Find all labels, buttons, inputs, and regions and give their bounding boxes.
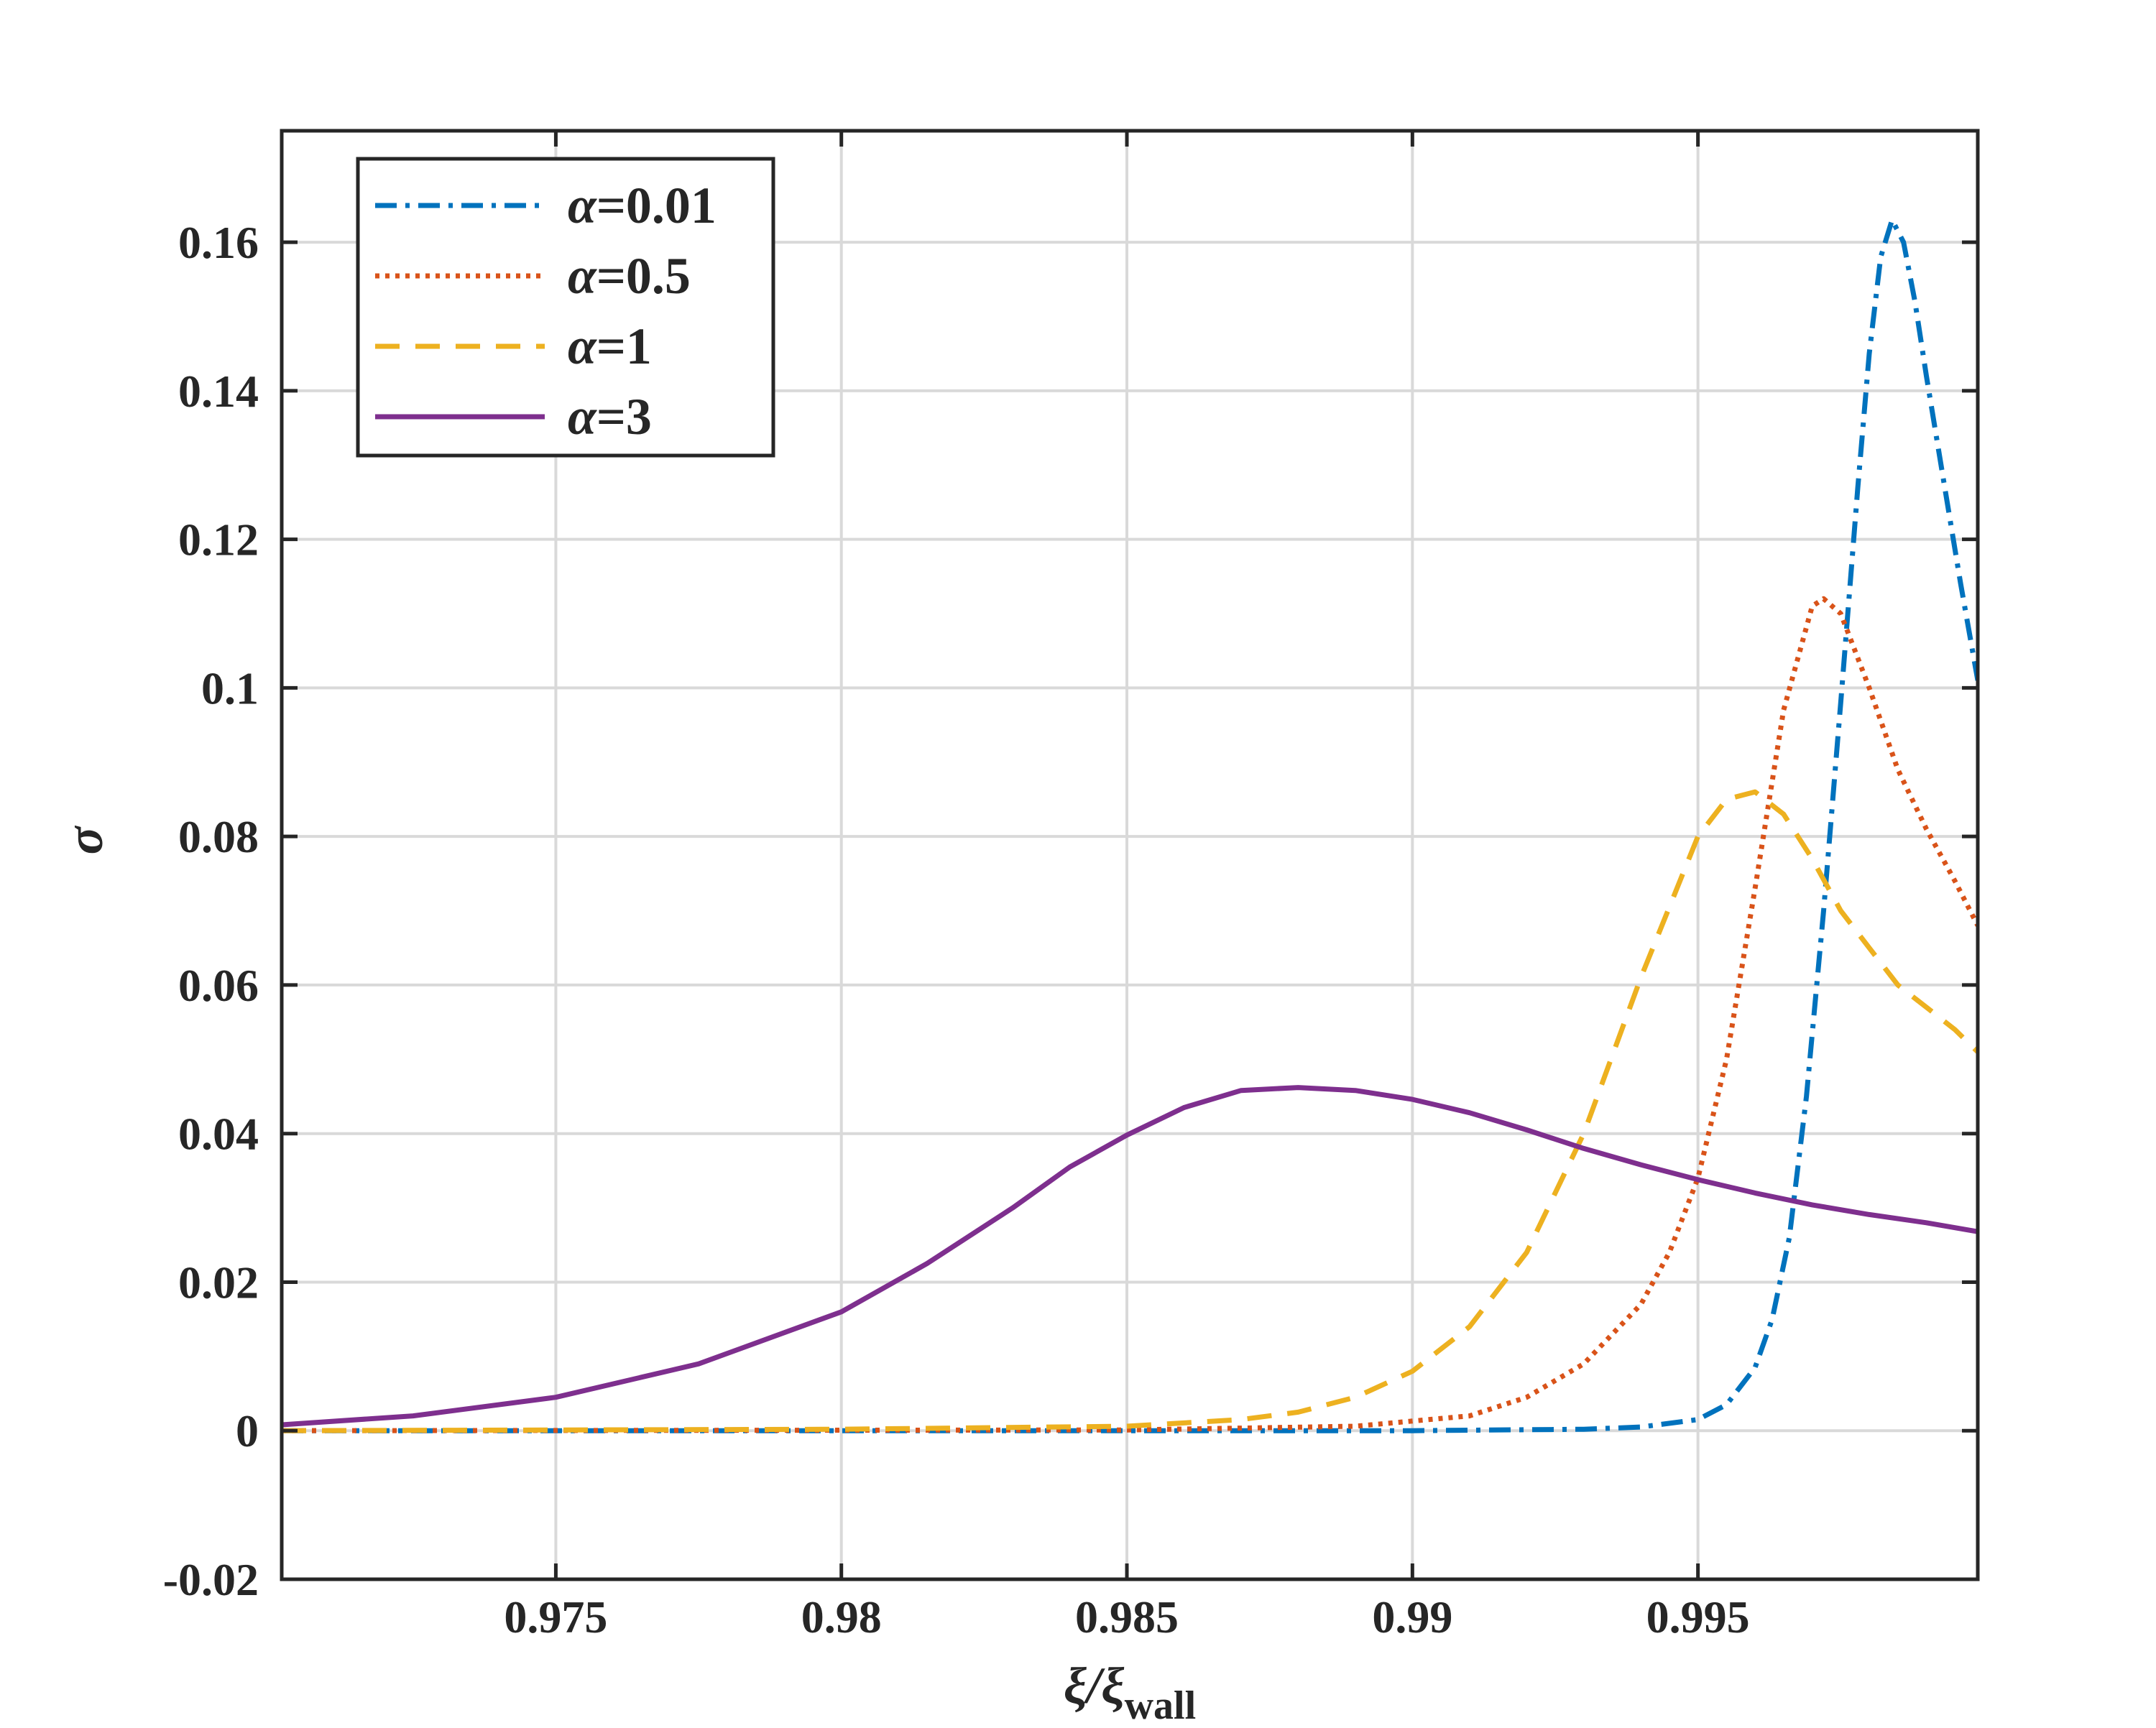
legend-label-symbol: α <box>568 388 597 445</box>
y-tick-label: 0.12 <box>178 514 259 565</box>
legend-label-1: α=0.01 <box>568 177 717 234</box>
tick-layer <box>282 131 1978 1581</box>
legend-label-value: =1 <box>596 318 652 375</box>
legend-label-value: =0.5 <box>596 247 691 305</box>
legend-label-symbol: α <box>568 177 597 234</box>
series-line-3 <box>282 789 1978 1433</box>
y-tick-label: 0 <box>236 1405 259 1456</box>
series-line-4 <box>282 1085 1978 1428</box>
plot-area-frame <box>280 129 1980 1581</box>
tick-label-layer: 0.975 0.98 0.985 0.99 0.995 -0.02 0 0.02 0.04 0.0… <box>163 217 1750 1642</box>
legend-label-symbol: α <box>568 247 597 305</box>
y-tick-label: 0.06 <box>178 960 259 1011</box>
legend-label-symbol: α <box>568 318 597 375</box>
y-tick-label: 0.04 <box>178 1109 259 1160</box>
series-line-1 <box>282 217 1978 1433</box>
x-tick-label: 0.995 <box>1646 1591 1750 1642</box>
legend-label-4: α=3 <box>568 388 652 445</box>
series-line-2 <box>282 596 1978 1433</box>
y-tick-label: 0.02 <box>178 1257 259 1308</box>
y-tick-label: 0.16 <box>178 217 259 268</box>
x-tick-label: 0.985 <box>1075 1591 1179 1642</box>
legend-label-3: α=1 <box>568 318 652 375</box>
y-tick-label: -0.02 <box>163 1554 259 1605</box>
legend-items: α=0.01α=0.5α=1α=3 <box>375 177 717 445</box>
x-tick-label: 0.975 <box>504 1591 607 1642</box>
y-tick-label: 0.1 <box>201 662 259 713</box>
legend-label-value: =0.01 <box>596 177 717 234</box>
legend: α=0.01α=0.5α=1α=3 <box>356 157 775 458</box>
x-axis-label: ξ/ξwall <box>1064 1657 1196 1724</box>
legend-label-2: α=0.5 <box>568 247 691 305</box>
x-tick-label: 0.98 <box>801 1591 882 1642</box>
x-tick-label: 0.99 <box>1372 1591 1452 1642</box>
series-layer <box>282 217 1978 1433</box>
y-tick-label: 0.08 <box>178 811 259 862</box>
y-tick-label: 0.14 <box>178 366 259 417</box>
x-axis-label-subscript: wall <box>1125 1683 1197 1724</box>
legend-label-value: =3 <box>596 388 652 445</box>
legend-box <box>356 157 775 458</box>
x-axis-label-main: ξ/ξ <box>1064 1657 1125 1714</box>
y-axis-label: σ <box>56 825 114 854</box>
